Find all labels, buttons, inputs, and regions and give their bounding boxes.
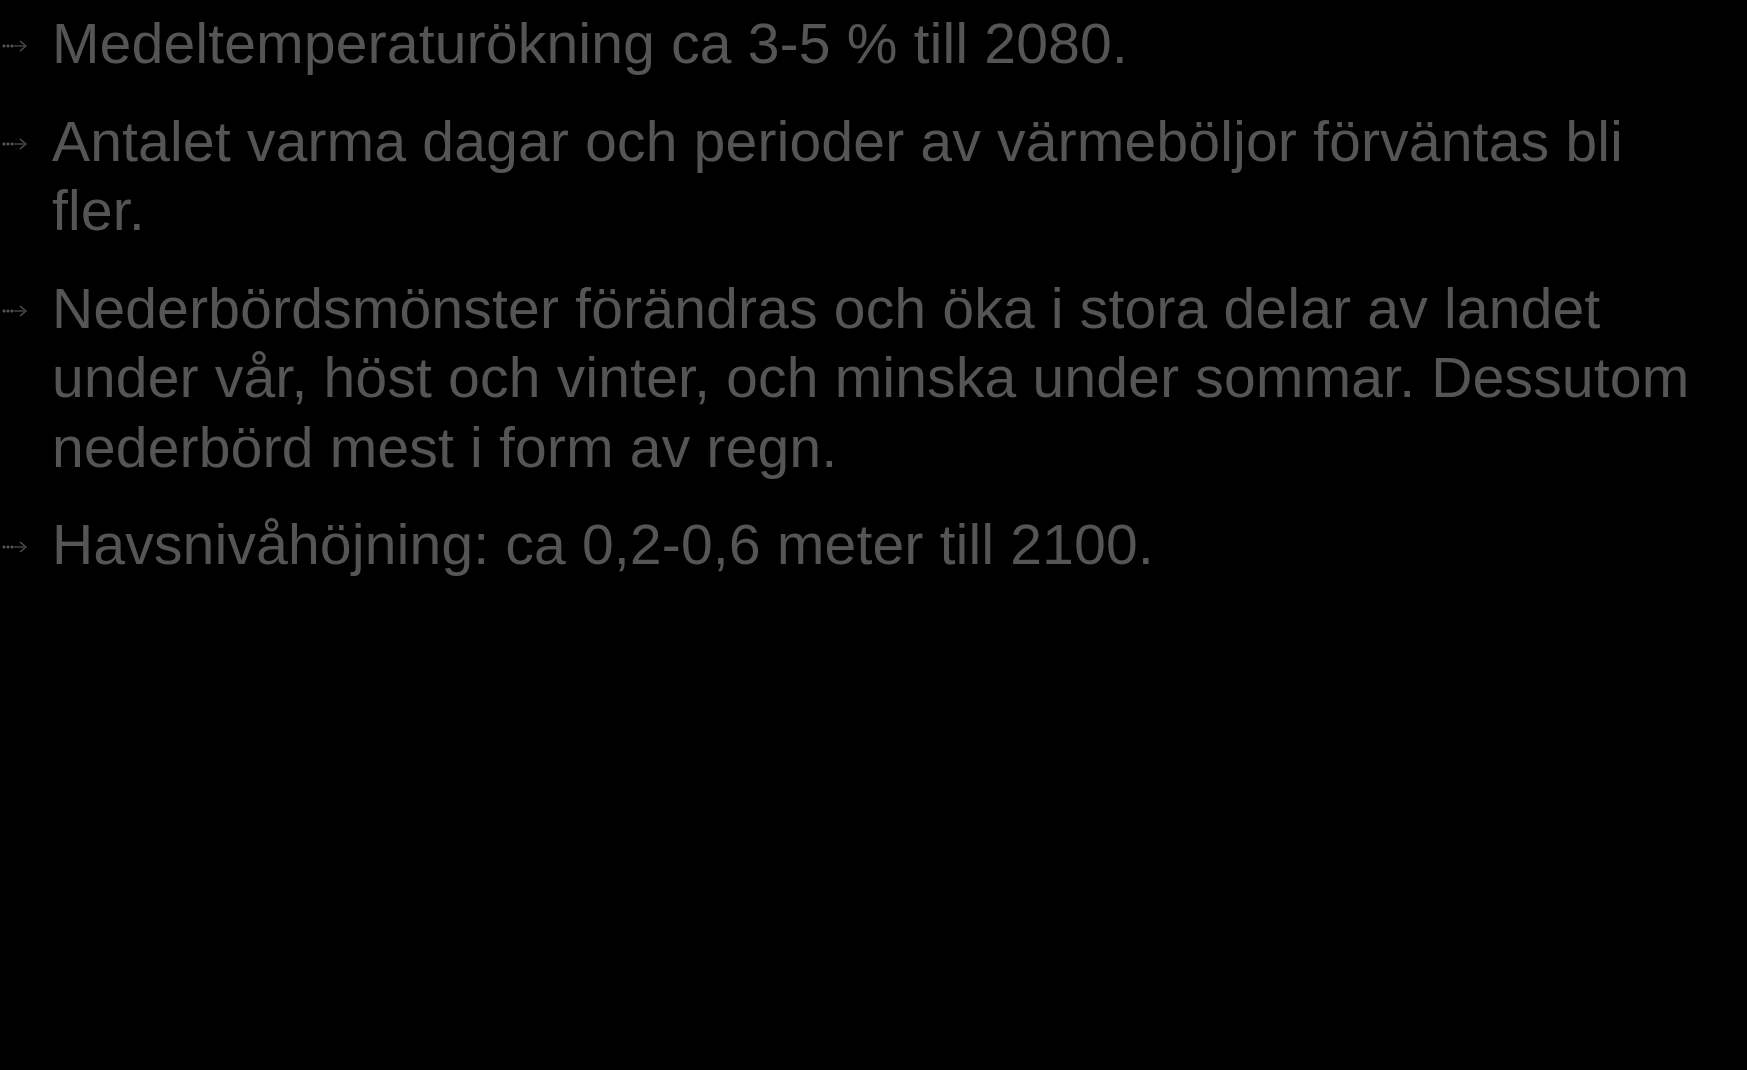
slide-body: Medeltemperaturökning ca 3-5 % till 2080… bbox=[0, 0, 1747, 1070]
list-item: Nederbördsmönster förändras och öka i st… bbox=[0, 275, 1707, 484]
list-item: Antalet varma dagar och perioder av värm… bbox=[0, 108, 1707, 247]
list-item: Havsnivåhöjning: ca 0,2-0,6 meter till 2… bbox=[0, 511, 1707, 581]
bullet-text: Medeltemperaturökning ca 3-5 % till 2080… bbox=[52, 10, 1128, 80]
arrow-bullet-icon bbox=[0, 303, 30, 319]
bullet-text: Nederbördsmönster förändras och öka i st… bbox=[52, 275, 1707, 484]
arrow-bullet-icon bbox=[0, 136, 30, 152]
bullet-list: Medeltemperaturökning ca 3-5 % till 2080… bbox=[0, 10, 1707, 581]
bullet-text: Havsnivåhöjning: ca 0,2-0,6 meter till 2… bbox=[52, 511, 1154, 581]
arrow-bullet-icon bbox=[0, 539, 30, 555]
bullet-text: Antalet varma dagar och perioder av värm… bbox=[52, 108, 1707, 247]
list-item: Medeltemperaturökning ca 3-5 % till 2080… bbox=[0, 10, 1707, 80]
arrow-bullet-icon bbox=[0, 38, 30, 54]
